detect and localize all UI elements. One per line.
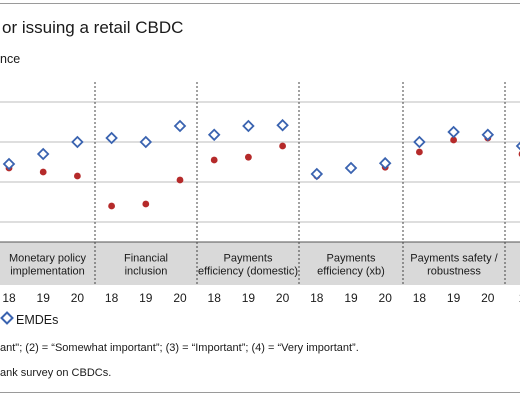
chart-note: ant"; (2) = “Somewhat important”; (3) = …	[0, 342, 359, 354]
emde-diamond-9	[276, 118, 289, 132]
emde-diamond-5	[139, 135, 153, 149]
x-tick-label-3: 20	[71, 291, 85, 305]
emde-diamond-14	[447, 125, 460, 139]
chart-subtitle: nce	[0, 52, 21, 66]
circle-point-3	[74, 172, 81, 180]
group-label-4-line-2: efficiency (xb)	[317, 266, 385, 278]
x-tick-label-10: 18	[310, 291, 324, 305]
circle-point-8	[245, 153, 252, 161]
group-label-2-line-2: inclusion	[125, 266, 168, 278]
emde-diamond-12	[378, 156, 392, 170]
circle-point-2	[39, 168, 47, 176]
group-label-3-line-2: efficiency (domestic)	[198, 266, 298, 278]
emde-diamond-2	[36, 147, 50, 161]
x-tick-label-9: 20	[276, 291, 290, 305]
emde-diamond-3	[71, 135, 84, 149]
emde-diamond-10	[310, 167, 324, 181]
circle-point-5	[142, 200, 150, 208]
emde-diamond-8	[242, 119, 255, 133]
emde-diamond-7	[207, 128, 221, 142]
legend: EMDEs	[0, 311, 58, 328]
emde-diamond-1	[2, 157, 16, 171]
chart-source: ank survey on CBDCs.	[0, 367, 112, 379]
bottom-rule	[0, 392, 520, 393]
x-tick-label-14: 19	[447, 291, 461, 305]
group-label-4-line-1: Payments	[327, 253, 376, 265]
group-label-1-line-1: Monetary policy	[9, 253, 87, 265]
emde-diamond-13	[413, 135, 426, 149]
top-rule	[0, 3, 520, 4]
legend-diamond-icon	[0, 311, 16, 328]
circle-point-7	[210, 156, 218, 164]
x-tick-label-4: 18	[105, 291, 119, 305]
circle-point-6	[176, 176, 184, 184]
emde-diamond-16	[515, 141, 520, 151]
x-tick-label-11: 19	[344, 291, 358, 305]
group-label-2-line-1: Financial	[124, 253, 168, 265]
x-tick-label-7: 18	[208, 291, 222, 305]
circle-point-9	[279, 142, 286, 150]
emde-diamond-4	[105, 131, 118, 145]
x-tick-label-2: 19	[37, 291, 51, 305]
legend-label-emdes: EMDEs	[16, 312, 59, 327]
x-tick-label-1: 18	[2, 291, 16, 305]
group-label-5-line-2: robustness	[427, 266, 481, 278]
chart-title: or issuing a retail CBDC	[2, 18, 184, 37]
x-tick-label-12: 20	[379, 291, 393, 305]
circle-point-13	[416, 148, 423, 156]
x-tick-label-8: 19	[242, 291, 256, 305]
group-label-3-line-1: Payments	[224, 253, 273, 265]
emde-diamond-6	[173, 119, 187, 133]
x-tick-label-13: 18	[413, 291, 427, 305]
circle-point-14	[450, 136, 457, 144]
group-label-1-line-2: implementation	[10, 266, 85, 278]
emde-diamond-11	[344, 161, 358, 175]
emde-diamond-15	[481, 128, 495, 142]
group-label-5-line-1: Payments safety /	[410, 253, 498, 265]
x-tick-label-15: 20	[481, 291, 495, 305]
x-tick-label-6: 20	[173, 291, 187, 305]
x-tick-label-16: 1	[519, 291, 520, 305]
category-band	[0, 242, 520, 285]
x-tick-label-5: 19	[139, 291, 153, 305]
circle-point-4	[108, 202, 115, 210]
